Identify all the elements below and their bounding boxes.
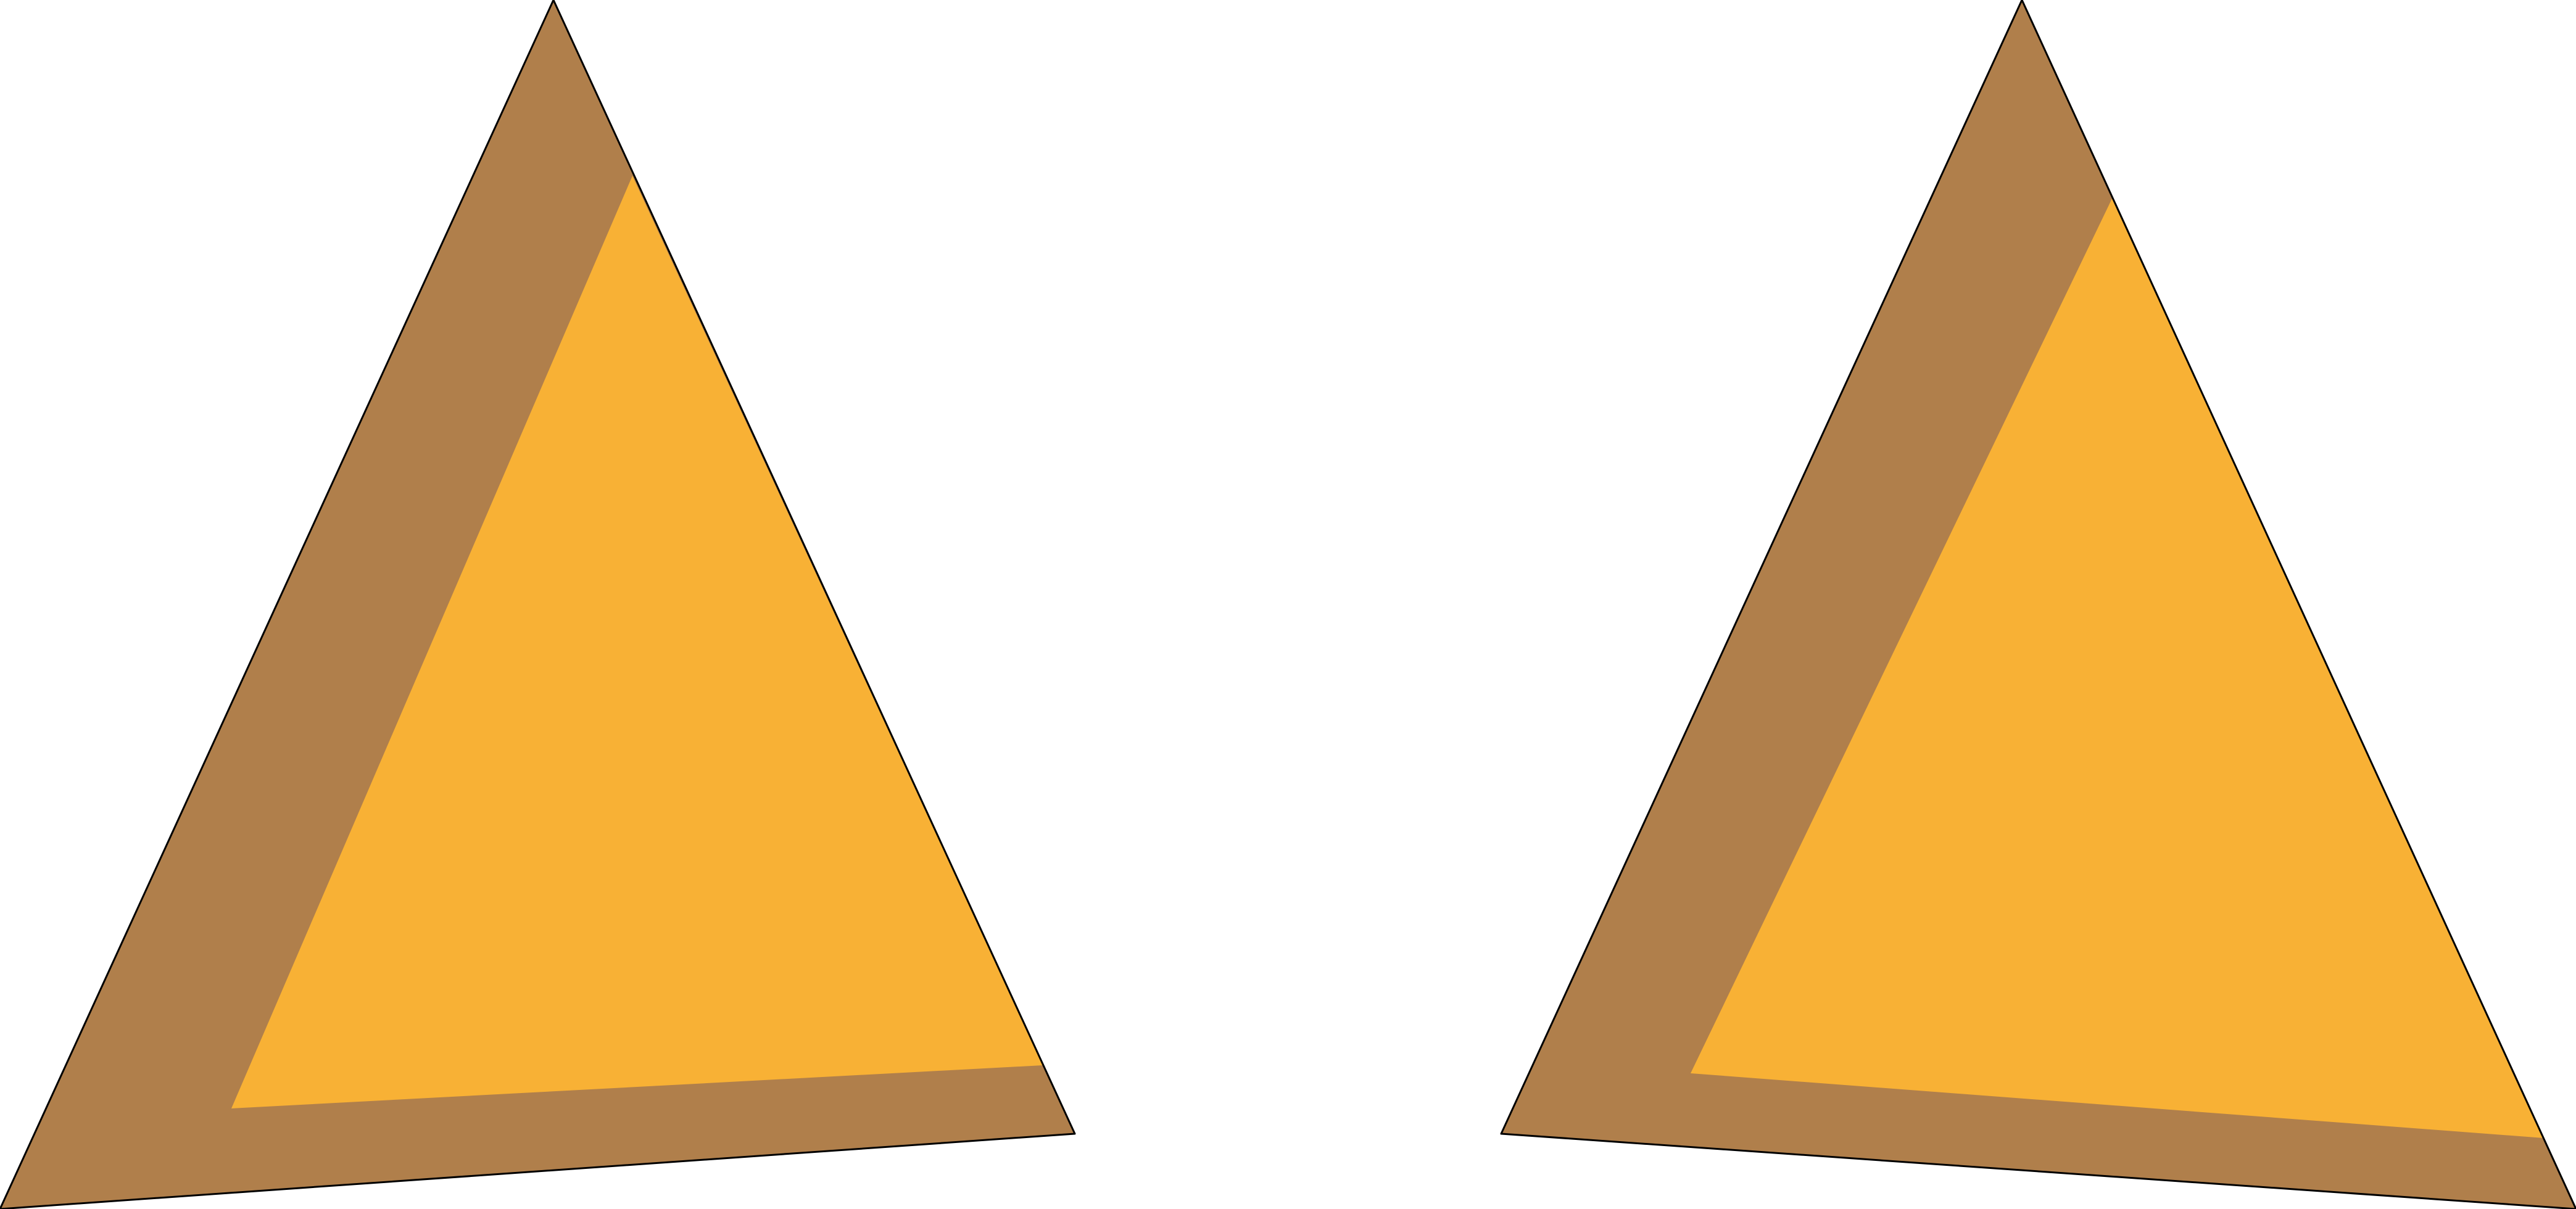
right-triangle <box>1501 0 2576 1209</box>
left-triangle <box>0 0 1075 1209</box>
